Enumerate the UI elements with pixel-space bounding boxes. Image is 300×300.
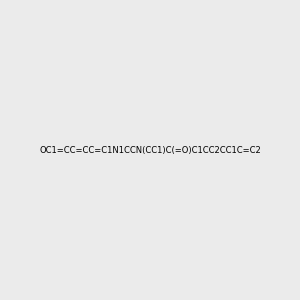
Text: OC1=CC=CC=C1N1CCN(CC1)C(=O)C1CC2CC1C=C2: OC1=CC=CC=C1N1CCN(CC1)C(=O)C1CC2CC1C=C2	[39, 146, 261, 154]
